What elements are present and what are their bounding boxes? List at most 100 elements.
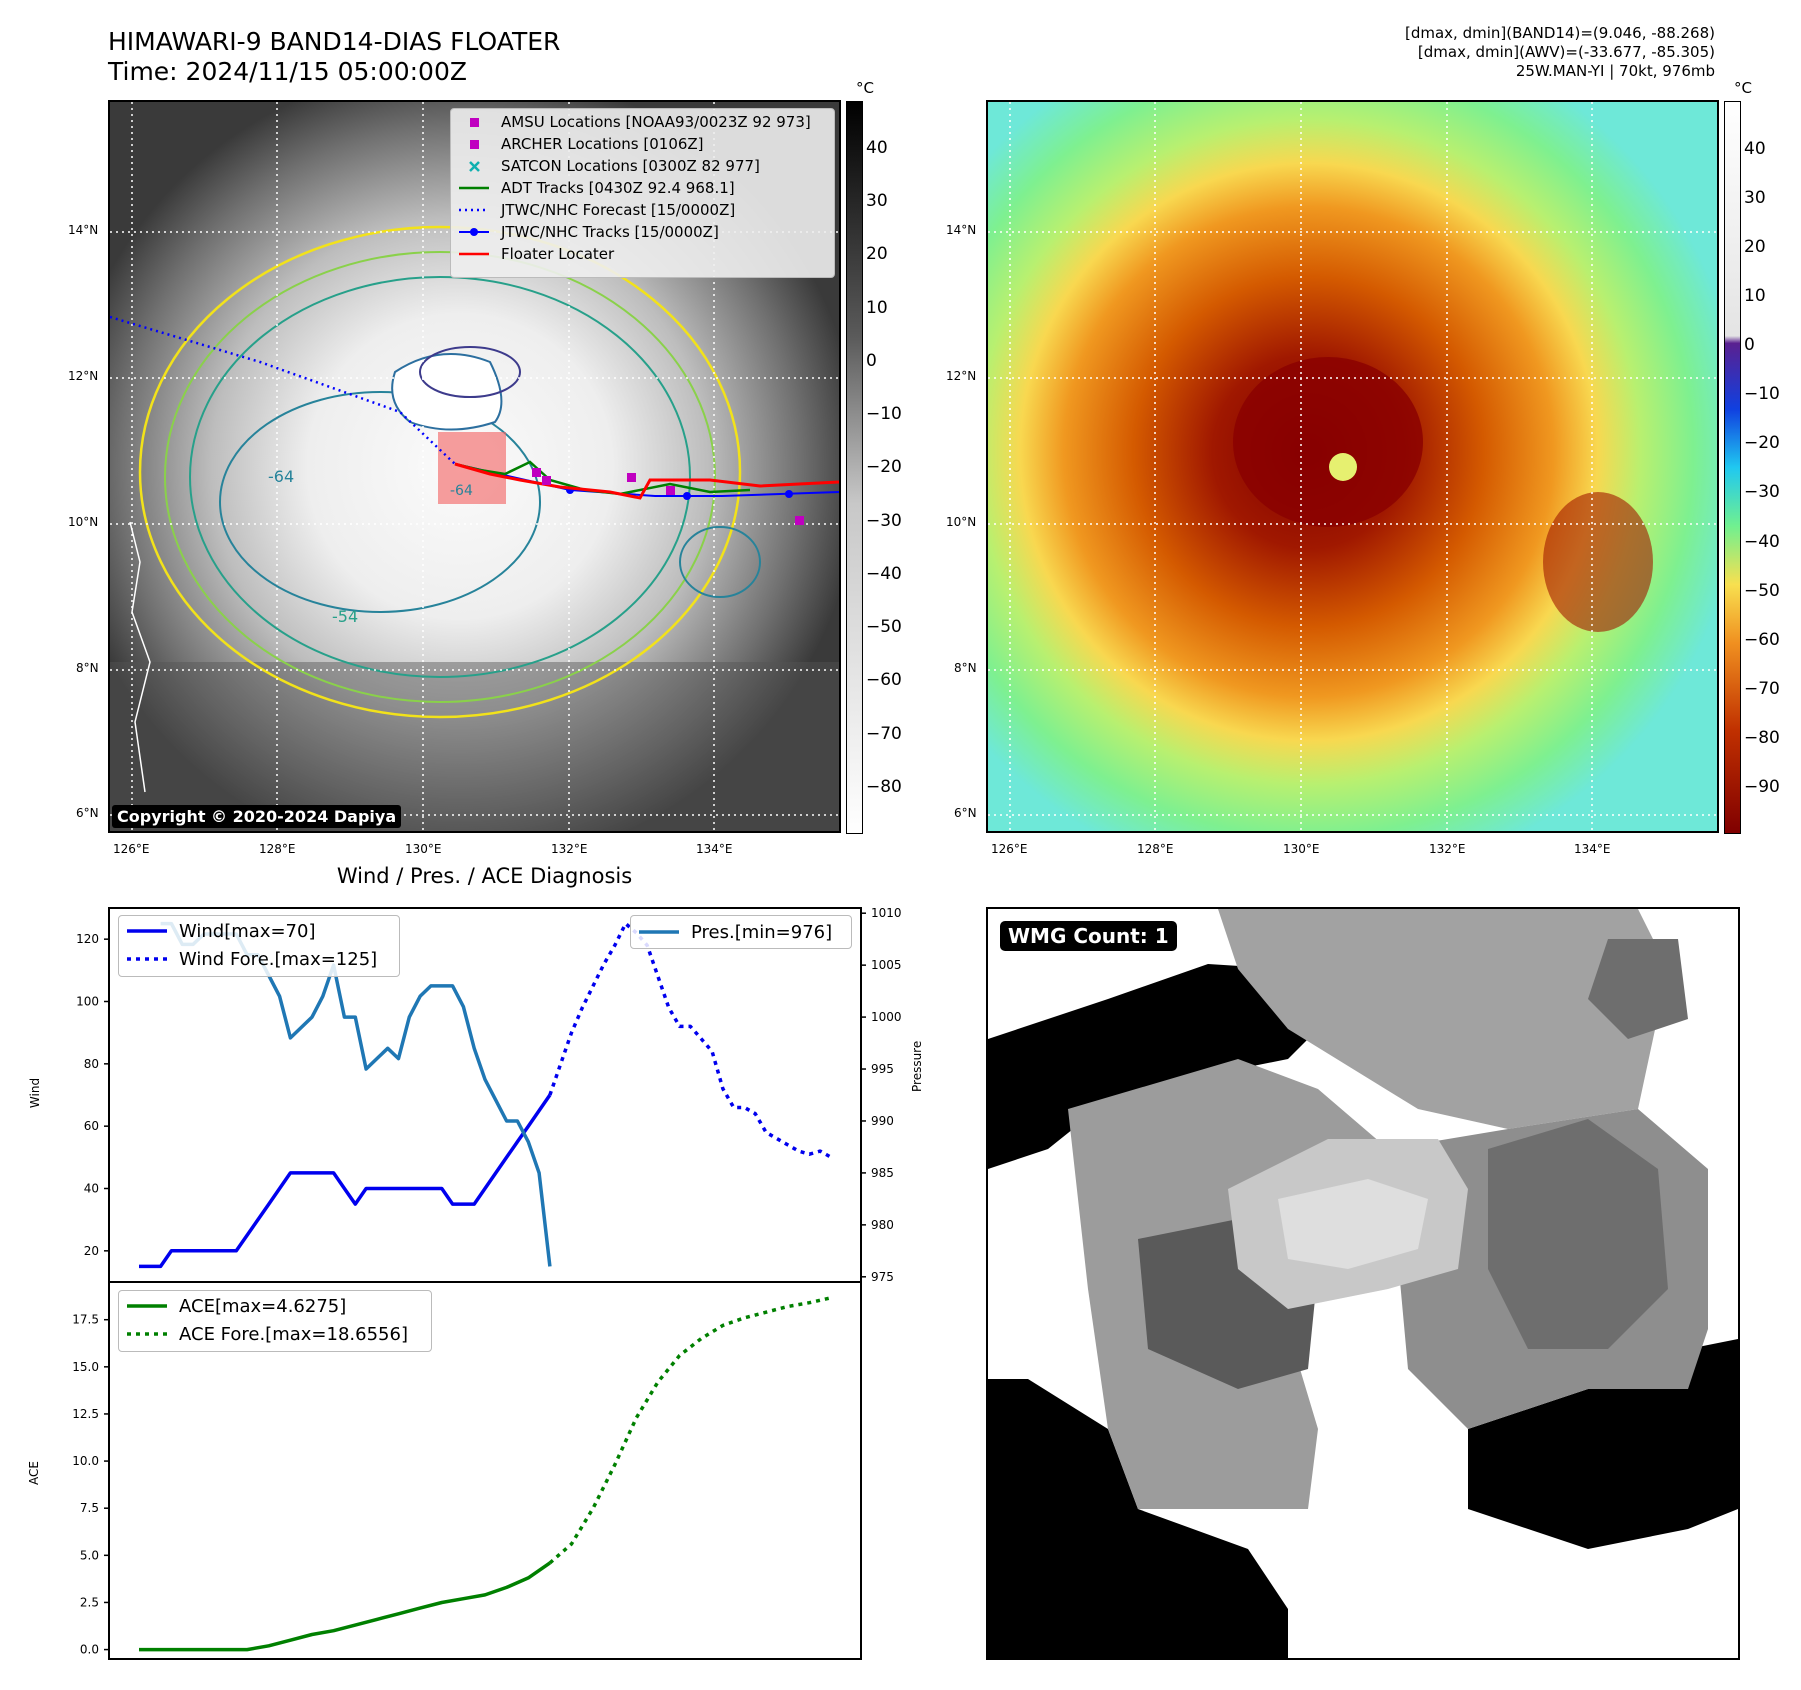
legend-wind: Wind[max=70]	[127, 920, 316, 942]
magenta-square-icon	[470, 118, 479, 127]
magenta-square-icon	[470, 140, 479, 149]
lat-tick: 8°N	[76, 661, 99, 675]
series-line	[139, 1094, 552, 1269]
chart-title: HIMAWARI-9 BAND14-DIAS FLOATER	[108, 27, 561, 56]
lat-tick: 10°N	[946, 515, 977, 529]
y2-tick-label: 995	[871, 1062, 894, 1076]
colorbar-tick: 0	[866, 350, 877, 371]
info-band14: [dmax, dmin](BAND14)=(9.046, -88.268)	[1404, 24, 1715, 42]
lon-tick: 126°E	[113, 842, 150, 856]
lon-tick: 134°E	[696, 842, 733, 856]
colorbar-unit: °C	[856, 79, 874, 97]
colorbar-tick: −50	[1744, 580, 1780, 601]
cyan-x-icon	[469, 161, 480, 172]
info-storm: 25W.MAN-YI | 70kt, 976mb	[1515, 62, 1715, 80]
legend-jtwc-tracks: JTWC/NHC Tracks [15/0000Z]	[459, 221, 719, 243]
y-tick-label: 15.0	[72, 1360, 99, 1374]
track-point	[683, 492, 691, 500]
y2-tick-label: 985	[871, 1166, 894, 1180]
lon-tick: 134°E	[1574, 842, 1611, 856]
legend-ace: ACE[max=4.6275]	[127, 1295, 346, 1317]
enhanced-ir-image	[988, 102, 1717, 831]
y-tick-label: 80	[84, 1057, 99, 1071]
lon-tick: 132°E	[1429, 842, 1466, 856]
colorbar-tick: −30	[866, 510, 902, 531]
legend-archer: ARCHER Locations [0106Z]	[459, 133, 704, 155]
wmg-panel: WMG Count: 1	[986, 907, 1740, 1660]
wmg-image	[988, 909, 1738, 1658]
y2-tick-label: 1010	[871, 906, 902, 920]
y2-tick-label: 980	[871, 1218, 894, 1232]
green-line-icon	[127, 1304, 167, 1308]
ace-legend: ACE[max=4.6275] ACE Fore.[max=18.6556]	[118, 1290, 432, 1352]
contour-label: -54	[332, 607, 358, 626]
legend-amsu: AMSU Locations [NOAA93/0023Z 92 973]	[459, 111, 811, 133]
lon-tick: 130°E	[405, 842, 442, 856]
series-line	[548, 1296, 832, 1565]
y-tick-label: 12.5	[72, 1407, 99, 1421]
diag-title: Wind / Pres. / ACE Diagnosis	[336, 864, 633, 888]
colorbar-tick: 30	[1744, 188, 1766, 209]
y-tick-label: 40	[84, 1182, 99, 1196]
lat-tick: 8°N	[954, 661, 977, 675]
y-tick-label: 7.5	[80, 1501, 99, 1515]
legend-wind-fore: Wind Fore.[max=125]	[127, 948, 377, 970]
wind-legend: Wind[max=70] Wind Fore.[max=125]	[118, 915, 400, 977]
colorbar-tick: 10	[866, 297, 888, 318]
lat-tick: 6°N	[76, 806, 99, 820]
y-tick-label: 10.0	[72, 1454, 99, 1468]
wmg-count-badge: WMG Count: 1	[1000, 921, 1177, 951]
series-line	[139, 1561, 551, 1652]
ir-map-panel: -64 -54 -64 AMSU Locations [NOAA93/0023Z…	[108, 100, 841, 833]
colorbar-tick: −80	[1744, 727, 1780, 748]
colorbar-tick: −50	[866, 617, 902, 638]
lon-tick: 126°E	[991, 842, 1028, 856]
y2-tick-label: 1005	[871, 958, 902, 972]
lat-tick: 12°N	[946, 369, 977, 383]
blue-line-icon	[127, 929, 167, 933]
y-tick-label: 5.0	[80, 1548, 99, 1562]
y-tick-label: 2.5	[80, 1595, 99, 1609]
y-tick-label: 20	[84, 1244, 99, 1258]
pressure-legend: Pres.[min=976]	[630, 915, 852, 949]
blue-dotted-line-icon	[459, 208, 489, 212]
enhanced-colorbar	[1724, 101, 1741, 834]
steelblue-line-icon	[639, 930, 679, 934]
colorbar-tick: −40	[866, 563, 902, 584]
colorbar-tick: −30	[1744, 482, 1780, 503]
colorbar-tick: −70	[866, 723, 902, 744]
lat-tick: 6°N	[954, 806, 977, 820]
colorbar-tick: −20	[866, 457, 902, 478]
colorbar-tick: 10	[1744, 286, 1766, 307]
y-tick-label: 17.5	[72, 1313, 99, 1327]
lon-tick: 128°E	[259, 842, 296, 856]
colorbar-tick: 30	[866, 191, 888, 212]
lat-tick: 10°N	[68, 515, 99, 529]
green-line-icon	[459, 186, 489, 190]
blue-dot-line-icon	[459, 228, 489, 236]
lon-tick: 132°E	[551, 842, 588, 856]
y-tick-label: 60	[84, 1119, 99, 1133]
copyright-badge: Copyright © 2020-2024 Dapiya	[112, 805, 402, 828]
colorbar-tick: −10	[866, 404, 902, 425]
colorbar-tick: −10	[1744, 384, 1780, 405]
colorbar-tick: 20	[866, 244, 888, 265]
map-legend: AMSU Locations [NOAA93/0023Z 92 973] ARC…	[450, 108, 835, 278]
ace-axes-frame	[108, 1281, 862, 1660]
legend-floater: Floater Locater	[459, 243, 614, 265]
track-point	[785, 490, 793, 498]
y2-tick-label: 990	[871, 1114, 894, 1128]
lat-tick: 14°N	[68, 223, 99, 237]
legend-pres: Pres.[min=976]	[639, 921, 832, 943]
contour-label: -64	[268, 467, 294, 486]
colorbar-tick: 40	[866, 137, 888, 158]
red-line-icon	[459, 252, 489, 256]
y-tick-label: 120	[76, 932, 99, 946]
series-line	[548, 921, 832, 1159]
y2-tick-label: 1000	[871, 1010, 902, 1024]
legend-ace-fore: ACE Fore.[max=18.6556]	[127, 1323, 408, 1345]
lat-tick: 14°N	[946, 223, 977, 237]
colorbar-tick: −90	[1744, 776, 1780, 797]
ir-colorbar	[846, 101, 863, 834]
